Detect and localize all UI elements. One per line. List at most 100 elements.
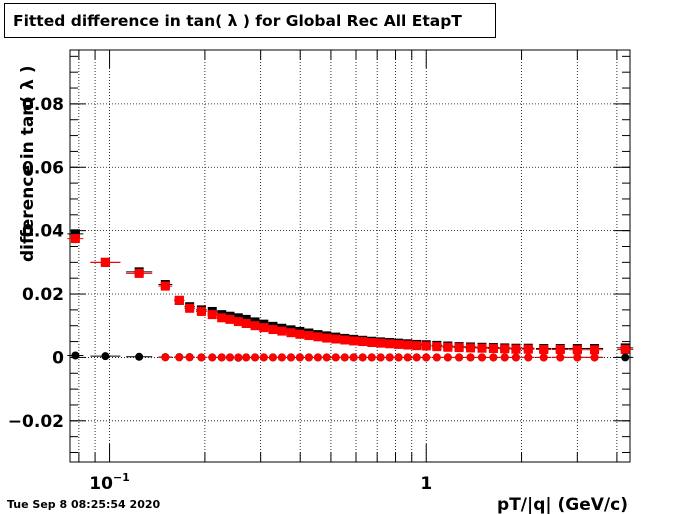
data-point-circle [331, 353, 340, 362]
data-point-circle [175, 353, 184, 362]
data-point-square [322, 333, 332, 343]
data-point-square [100, 257, 110, 267]
data-point-square [403, 340, 413, 350]
data-point-square [358, 337, 368, 347]
timestamp: Tue Sep 8 08:25:54 2020 [7, 498, 161, 511]
data-point-square [500, 344, 510, 354]
data-point-circle [251, 353, 260, 362]
data-point-square [207, 310, 217, 320]
data-point-circle [422, 353, 431, 362]
data-point-circle [185, 353, 194, 362]
data-point-square [432, 342, 442, 352]
data-point-circle [322, 353, 331, 362]
data-point-circle [539, 353, 548, 362]
data-point-circle [313, 353, 322, 362]
data-point-square [394, 339, 404, 349]
data-point-circle [524, 353, 533, 362]
data-point-square [295, 329, 305, 339]
data-point-square [555, 344, 565, 354]
data-point-square [313, 332, 323, 342]
data-point-square [412, 341, 422, 351]
data-point-square [488, 344, 498, 354]
data-point-circle [217, 353, 226, 362]
data-point-square [443, 342, 453, 352]
data-points [67, 229, 634, 362]
data-point-square [241, 319, 251, 329]
data-point-square [259, 323, 269, 333]
data-point-square [304, 331, 314, 341]
y-axis-title: difference in tan( λ ) [18, 65, 38, 262]
data-point-circle [376, 353, 385, 362]
data-point-square [367, 338, 377, 348]
y-tick-label: 0 [52, 348, 64, 368]
data-point-square [217, 313, 227, 323]
data-point-square [134, 268, 144, 278]
data-point-square [385, 339, 395, 349]
x-tick-label: 1 [420, 474, 432, 494]
data-point-square [174, 295, 184, 305]
data-point-square [286, 328, 296, 338]
tick-labels: −0.02 0 0.02 0.04 0.06 0.08 10−1 1 [8, 95, 432, 494]
data-point-circle [71, 351, 80, 360]
data-point-square [523, 344, 533, 354]
plot-frame [69, 49, 631, 463]
data-point-circle [590, 353, 599, 362]
data-point-circle [394, 353, 403, 362]
data-point-circle [208, 353, 217, 362]
data-point-circle [286, 353, 295, 362]
data-point-square [466, 343, 476, 353]
data-point-circle [259, 353, 268, 362]
data-point-circle [489, 353, 498, 362]
data-point-circle [403, 353, 412, 362]
data-point-square [233, 317, 243, 327]
data-point-circle [349, 353, 358, 362]
chart-title: Fitted difference in tan( λ ) for Global… [13, 12, 462, 30]
data-point-square [454, 343, 464, 353]
data-point-circle [340, 353, 349, 362]
data-point-circle [268, 353, 277, 362]
data-point-circle [358, 353, 367, 362]
data-point-circle [556, 353, 565, 362]
data-point-circle [225, 353, 234, 362]
data-point-square [225, 314, 235, 324]
data-point-square [572, 345, 582, 355]
data-point-circle [412, 353, 421, 362]
data-point-square [477, 343, 487, 353]
data-point-circle [197, 353, 206, 362]
data-point-circle [466, 353, 475, 362]
data-point-square [620, 344, 630, 354]
data-point-circle [277, 353, 286, 362]
y-tick-label: −0.02 [8, 412, 64, 432]
data-point-square [590, 345, 600, 355]
data-point-square [70, 229, 80, 239]
data-point-square [268, 325, 278, 335]
data-point-square [349, 336, 359, 346]
x-tick-label: 10−1 [89, 471, 130, 494]
y-tick-label: 0.06 [22, 158, 64, 178]
data-point-square [421, 341, 431, 351]
data-point-circle [135, 352, 144, 361]
y-tick-label: 0.02 [22, 285, 64, 305]
data-point-square [277, 326, 287, 336]
data-point-circle [101, 352, 110, 361]
data-point-circle [455, 353, 464, 362]
data-point-square [70, 234, 80, 244]
data-point-square [511, 344, 521, 354]
data-point-square [331, 334, 341, 344]
data-point-square [376, 338, 386, 348]
data-point-square [185, 303, 195, 313]
data-point-circle [304, 353, 313, 362]
data-point-square [196, 306, 206, 316]
data-point-circle [295, 353, 304, 362]
title-box: Fitted difference in tan( λ ) for Global… [4, 3, 496, 38]
data-point-circle [443, 353, 452, 362]
data-point-square [539, 344, 549, 354]
data-point-circle [500, 353, 509, 362]
x-axis-title: pT/|q| (GeV/c) [497, 495, 628, 514]
y-tick-label: 0.04 [22, 222, 64, 242]
data-point-circle [477, 353, 486, 362]
data-point-circle [621, 353, 630, 362]
data-point-circle [161, 353, 170, 362]
data-point-circle [242, 353, 251, 362]
